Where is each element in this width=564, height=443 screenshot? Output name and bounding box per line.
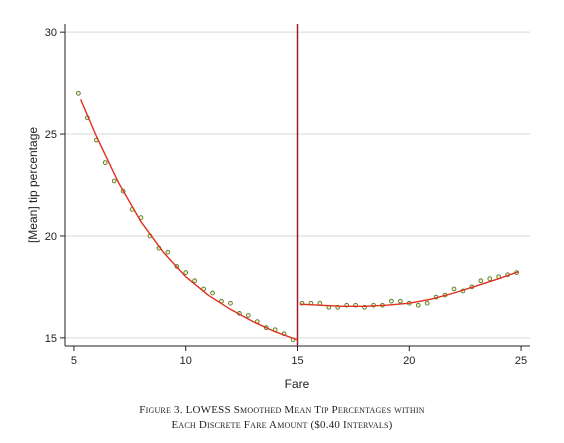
data-point bbox=[415, 302, 421, 308]
data-point bbox=[228, 300, 233, 306]
data-point bbox=[111, 178, 117, 184]
data-point bbox=[192, 278, 198, 284]
x-axis-label: Fare bbox=[285, 377, 310, 391]
y-axis-label: [Mean] tip percentage bbox=[26, 127, 40, 243]
data-point bbox=[397, 298, 403, 304]
lowess-curve bbox=[79, 99, 298, 341]
y-tick-label: 25 bbox=[45, 129, 57, 141]
data-point bbox=[424, 300, 430, 306]
x-tick-label: 5 bbox=[71, 355, 77, 367]
x-tick-label: 20 bbox=[403, 355, 415, 367]
data-point bbox=[183, 270, 189, 275]
data-point bbox=[210, 290, 215, 296]
lowess-chart: 15 20 25 30 5 10 15 20 25 Fare [Mean] tip percen… bbox=[26, 24, 530, 391]
lowess-curve bbox=[299, 270, 520, 307]
x-tick-label: 10 bbox=[180, 355, 192, 367]
y-tick-label: 15 bbox=[45, 333, 57, 345]
figure-caption-line-2: Each Discrete Fare Amount ($0.40 Interva… bbox=[171, 419, 393, 431]
lowess-curves bbox=[79, 99, 520, 341]
x-tick-label: 25 bbox=[515, 355, 527, 367]
data-point bbox=[451, 286, 457, 292]
data-point bbox=[165, 249, 171, 255]
data-point bbox=[76, 90, 81, 96]
y-tick-label: 30 bbox=[45, 27, 57, 39]
figure-caption-line-1: Figure 3. LOWESS Smoothed Mean Tip Perce… bbox=[139, 404, 425, 416]
x-tick-label: 15 bbox=[291, 355, 303, 367]
data-point bbox=[389, 298, 394, 304]
y-tick-label: 20 bbox=[45, 231, 57, 243]
data-point bbox=[102, 160, 108, 165]
ticks: 15 20 25 30 5 10 15 20 25 bbox=[45, 27, 527, 367]
data-point bbox=[478, 278, 484, 284]
data-point bbox=[245, 313, 251, 318]
data-point bbox=[487, 276, 493, 282]
